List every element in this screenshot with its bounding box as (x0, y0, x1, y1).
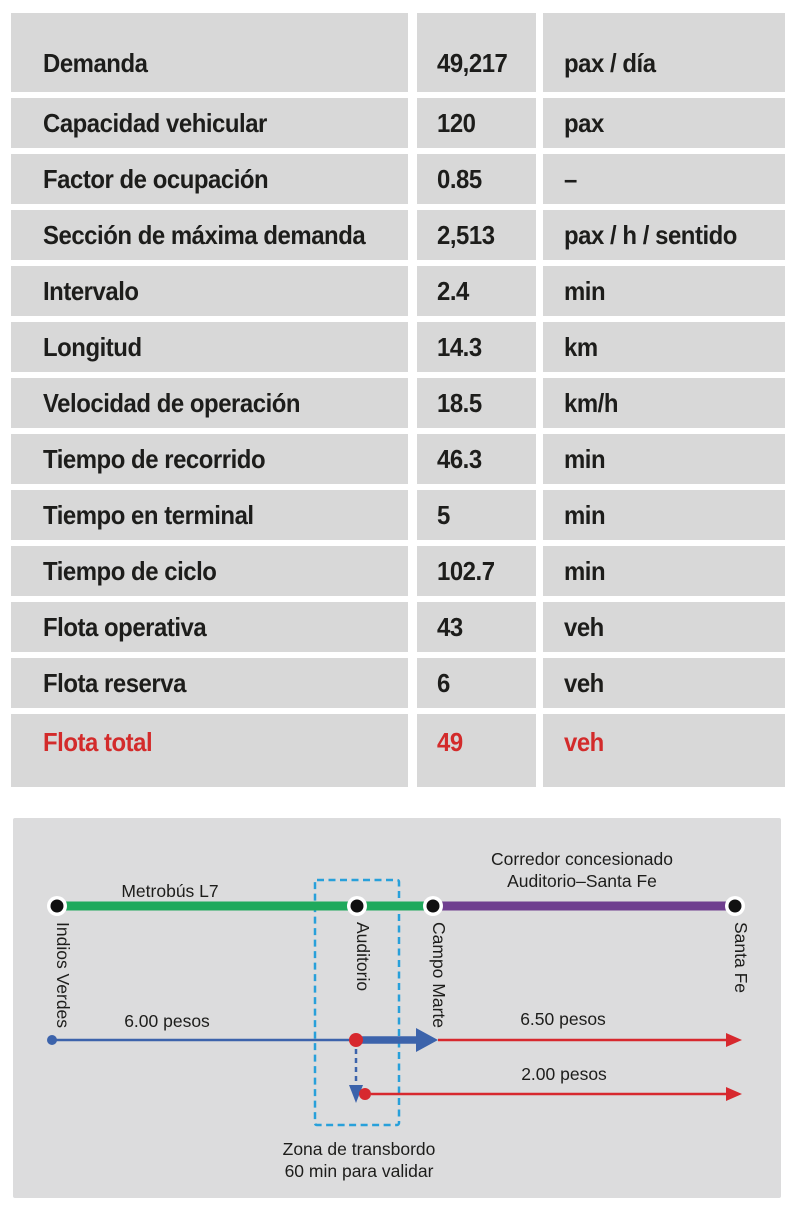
row-value: 49,217 (417, 13, 536, 92)
row-label: Intervalo (11, 266, 408, 316)
row-value: 5 (417, 490, 536, 540)
metrobus-line-label: Metrobús L7 (121, 881, 218, 901)
row-unit: veh (543, 714, 785, 787)
row-value: 46.3 (417, 434, 536, 484)
station-dot-santa-fe (725, 896, 745, 916)
station-label-campo-marte: Campo Marte (429, 922, 449, 1028)
transfer-drop-arrowhead (349, 1085, 363, 1103)
row-value: 2.4 (417, 266, 536, 316)
table-row: Tiempo en terminal 5 min (11, 490, 785, 540)
table-row: Capacidad vehicular 120 pax (11, 98, 785, 148)
corredor-line-label-2: Auditorio–Santa Fe (507, 871, 657, 891)
row-label: Capacidad vehicular (11, 98, 408, 148)
station-label-indios-verdes: Indios Verdes (53, 922, 73, 1028)
row-label: Flota total (11, 714, 408, 787)
operations-spec-table: Demanda 49,217 pax / día Capacidad vehic… (11, 13, 785, 787)
row-unit: min (543, 266, 785, 316)
table-row: Flota operativa 43 veh (11, 602, 785, 652)
row-value: 2,513 (417, 210, 536, 260)
diagram-canvas: Metrobús L7 Corredor concesionado Audito… (47, 849, 751, 1181)
route-fare-diagram: Metrobús L7 Corredor concesionado Audito… (13, 818, 781, 1198)
row-label: Tiempo de recorrido (11, 434, 408, 484)
row-label: Sección de máxima demanda (11, 210, 408, 260)
row-label: Factor de ocupación (11, 154, 408, 204)
row-unit: pax / día (543, 13, 785, 92)
row-unit: km/h (543, 378, 785, 428)
fare3-arrowhead (726, 1087, 742, 1101)
row-unit: veh (543, 658, 785, 708)
row-value: 102.7 (417, 546, 536, 596)
station-label-auditorio: Auditorio (353, 922, 373, 991)
fare1-arrowhead (416, 1028, 438, 1052)
transfer-note-line1: Zona de transbordo (283, 1139, 436, 1159)
row-value: 14.3 (417, 322, 536, 372)
station-dot-campo-marte (423, 896, 443, 916)
table-row: Flota reserva 6 veh (11, 658, 785, 708)
fare3-origin-dot (359, 1088, 371, 1100)
table-row: Tiempo de ciclo 102.7 min (11, 546, 785, 596)
row-value: 0.85 (417, 154, 536, 204)
row-unit: min (543, 546, 785, 596)
table-row: Demanda 49,217 pax / día (11, 13, 785, 92)
row-label: Tiempo de ciclo (11, 546, 408, 596)
transfer-zone-box (313, 878, 401, 1127)
row-value: 6 (417, 658, 536, 708)
row-label: Flota reserva (11, 658, 408, 708)
table-row: Tiempo de recorrido 46.3 min (11, 434, 785, 484)
row-value: 18.5 (417, 378, 536, 428)
fare2-arrowhead (726, 1033, 742, 1047)
row-unit: veh (543, 602, 785, 652)
fare1-label: 6.00 pesos (124, 1011, 210, 1031)
corredor-line-label-1: Corredor concesionado (491, 849, 673, 869)
table-row: Intervalo 2.4 min (11, 266, 785, 316)
station-dot-auditorio (347, 896, 367, 916)
transfer-dot-top (349, 1033, 363, 1047)
row-unit: km (543, 322, 785, 372)
row-label: Demanda (11, 13, 408, 92)
table-row-total: Flota total 49 veh (11, 714, 785, 787)
row-label: Velocidad de operación (11, 378, 408, 428)
table-row: Sección de máxima demanda 2,513 pax / h … (11, 210, 785, 260)
row-unit: pax (543, 98, 785, 148)
row-value: 43 (417, 602, 536, 652)
row-unit: min (543, 490, 785, 540)
row-unit: – (543, 154, 785, 204)
transfer-note-line2: 60 min para validar (285, 1161, 434, 1181)
row-label: Longitud (11, 322, 408, 372)
row-unit: pax / h / sentido (543, 210, 785, 260)
table-row: Velocidad de operación 18.5 km/h (11, 378, 785, 428)
table-row: Longitud 14.3 km (11, 322, 785, 372)
row-value: 49 (417, 714, 536, 787)
station-label-santa-fe: Santa Fe (731, 922, 751, 993)
row-value: 120 (417, 98, 536, 148)
row-unit: min (543, 434, 785, 484)
station-dot-indios-verdes (47, 896, 67, 916)
row-label: Flota operativa (11, 602, 408, 652)
fare3-label: 2.00 pesos (521, 1064, 607, 1084)
row-label: Tiempo en terminal (11, 490, 408, 540)
table-row: Factor de ocupación 0.85 – (11, 154, 785, 204)
fare2-label: 6.50 pesos (520, 1009, 606, 1029)
